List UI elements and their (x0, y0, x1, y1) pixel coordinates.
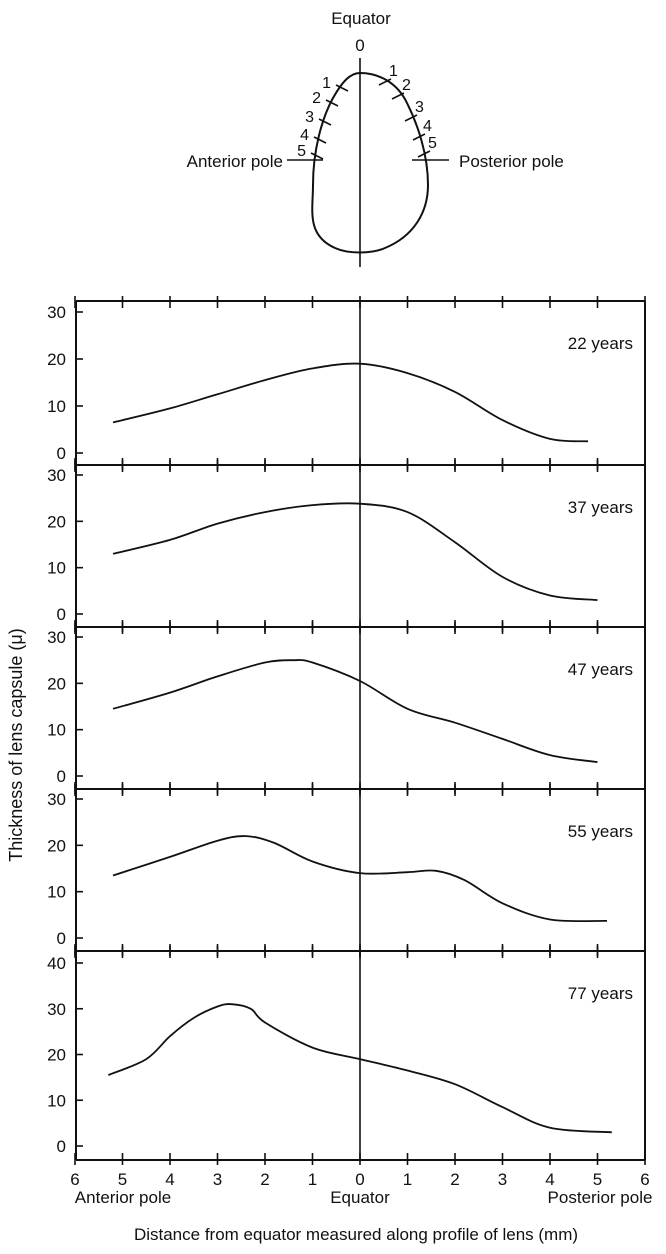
y-tick-label: 20 (47, 512, 66, 531)
lens-anterior-mark (325, 99, 339, 107)
thickness-curve (112, 362, 589, 443)
panel-age-label: 55 years (568, 822, 633, 841)
x-tick-label: 6 (640, 1170, 649, 1189)
lens-anterior-mark-label: 5 (297, 143, 306, 160)
thickness-curve (112, 659, 598, 763)
panel-age-label: 47 years (568, 660, 633, 679)
x-tick-label: 4 (165, 1170, 174, 1189)
y-tick-label: 0 (57, 444, 66, 463)
y-tick-label: 20 (47, 674, 66, 693)
y-tick-label: 20 (47, 1046, 66, 1065)
x-tick-label: 3 (498, 1170, 507, 1189)
y-tick-label: 30 (47, 303, 66, 322)
y-tick-label: 10 (47, 721, 66, 740)
lens-posterior-mark (378, 78, 392, 86)
y-tick-label: 30 (47, 628, 66, 647)
lens-anterior-mark (313, 136, 327, 144)
thickness-curve (112, 835, 608, 923)
diagram-equator-label: Equator (331, 9, 391, 28)
lens-anterior-mark-label: 3 (305, 109, 314, 126)
x-tick-label: 2 (450, 1170, 459, 1189)
lens-posterior-mark (404, 114, 418, 122)
panel-age-label: 22 years (568, 334, 633, 353)
y-tick-label: 20 (47, 350, 66, 369)
x-axis-title: Distance from equator measured along pro… (134, 1225, 578, 1244)
y-tick-label: 30 (47, 466, 66, 485)
thickness-curve (107, 1003, 612, 1134)
x-anterior-pole-label: Anterior pole (75, 1188, 171, 1207)
y-tick-label: 30 (47, 790, 66, 809)
lens-posterior-mark-label: 3 (415, 99, 424, 116)
lens-posterior-mark-label: 4 (423, 118, 432, 135)
panel-age-label: 37 years (568, 498, 633, 517)
lens-posterior-mark-label: 5 (428, 135, 437, 152)
x-posterior-pole-label: Posterior pole (548, 1188, 653, 1207)
panel-2: 0 10 20 30 37 years (47, 460, 646, 632)
lens-posterior-mark (391, 92, 405, 100)
lens-posterior-mark-label: 1 (389, 63, 398, 80)
lens-posterior-mark (412, 133, 426, 141)
y-tick-label: 10 (47, 1091, 66, 1110)
y-tick-label: 20 (47, 836, 66, 855)
panel-3: 0 10 20 30 47 years (47, 622, 646, 794)
lens-anterior-mark (310, 152, 324, 160)
panel-1: 0 10 20 30 22 years (47, 296, 646, 470)
lens-posterior-mark-label: 2 (402, 77, 411, 94)
lens-anterior-mark (318, 118, 332, 126)
diagram-anterior-pole-label: Anterior pole (187, 152, 283, 171)
y-tick-label: 10 (47, 397, 66, 416)
lens-diagram: Equator 0 Anterior pole Posterior pole 1… (187, 9, 564, 267)
y-tick-label: 0 (57, 1137, 66, 1156)
x-tick-label: 6 (70, 1170, 79, 1189)
x-tick-label: 1 (308, 1170, 317, 1189)
x-tick-label: 1 (403, 1170, 412, 1189)
thickness-curve (112, 502, 598, 601)
y-tick-label: 0 (57, 605, 66, 624)
x-tick-label: 2 (260, 1170, 269, 1189)
diagram-zero-label: 0 (355, 36, 364, 55)
x-tick-label: 0 (355, 1170, 364, 1189)
y-tick-label: 10 (47, 559, 66, 578)
panel-4: 0 10 20 30 55 years (47, 784, 646, 956)
diagram-posterior-pole-label: Posterior pole (459, 152, 564, 171)
x-tick-label: 5 (593, 1170, 602, 1189)
x-tick-label: 5 (118, 1170, 127, 1189)
lens-anterior-mark-label: 2 (312, 90, 321, 107)
y-tick-label: 0 (57, 767, 66, 786)
x-tick-label: 3 (213, 1170, 222, 1189)
x-equator-label: Equator (330, 1188, 390, 1207)
lens-outline (311, 71, 430, 254)
panel-age-label: 77 years (568, 984, 633, 1003)
y-tick-label: 30 (47, 1000, 66, 1019)
y-axis-label: Thickness of lens capsule (μ) (6, 628, 26, 861)
lens-anterior-mark-label: 1 (322, 75, 331, 92)
x-tick-label: 4 (545, 1170, 554, 1189)
lens-anterior-mark-label: 4 (300, 127, 309, 144)
y-tick-label: 10 (47, 883, 66, 902)
lens-anterior-mark (335, 84, 349, 92)
y-tick-label: 0 (57, 929, 66, 948)
lens-posterior-mark (417, 150, 431, 158)
y-tick-label: 40 (47, 954, 66, 973)
